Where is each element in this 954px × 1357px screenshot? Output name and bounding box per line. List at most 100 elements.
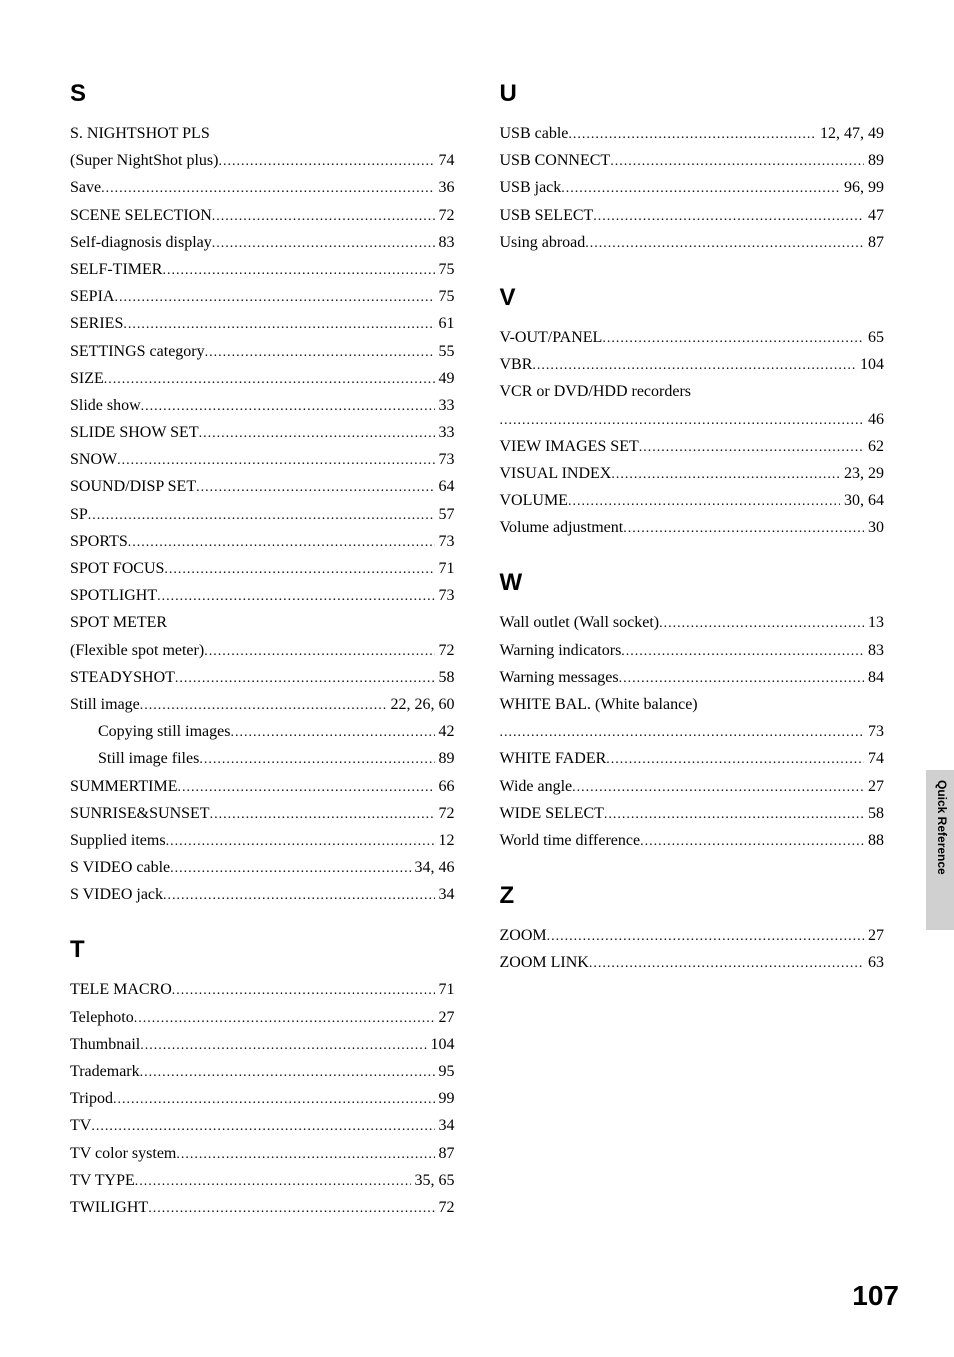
index-entry-leader <box>157 585 434 609</box>
index-entry-page: 74 <box>864 745 884 772</box>
index-entry-leader <box>621 640 864 664</box>
index-entry-label: SNOW <box>70 446 117 473</box>
index-entry: SPORTS73 <box>70 528 455 555</box>
index-entry: SERIES61 <box>70 310 455 337</box>
index-entry: TV34 <box>70 1112 455 1139</box>
index-columns: SS. NIGHTSHOT PLS(Super NightShot plus)7… <box>70 80 884 1221</box>
index-entry-page: 75 <box>435 256 455 283</box>
index-entry: USB jack96, 99 <box>500 174 885 201</box>
index-entry: TV TYPE35, 65 <box>70 1167 455 1194</box>
index-entry-leader <box>176 1143 434 1167</box>
index-entry-page: 33 <box>435 392 455 419</box>
index-entry-leader <box>639 436 864 460</box>
index-entry: Still image22, 26, 60 <box>70 691 455 718</box>
index-entry: Save36 <box>70 174 455 201</box>
index-entry-leader <box>141 395 435 419</box>
index-entry-label: SERIES <box>70 310 123 337</box>
index-entry-leader <box>230 721 434 745</box>
index-entry: Telephoto27 <box>70 1004 455 1031</box>
index-entry-page: 46 <box>864 406 884 433</box>
index-entry-label: WIDE SELECT <box>500 800 604 827</box>
index-entry-page: 47 <box>864 202 884 229</box>
index-entry-page: 89 <box>864 147 884 174</box>
index-entry: Warning messages84 <box>500 664 885 691</box>
index-entry: Still image files89 <box>70 745 455 772</box>
index-entry-label: SPOTLIGHT <box>70 582 157 609</box>
index-entry: Using abroad87 <box>500 229 885 256</box>
index-entry: STEADYSHOT58 <box>70 664 455 691</box>
index-section-heading: W <box>500 569 885 597</box>
index-section-heading: U <box>500 80 885 108</box>
index-entry-page: 87 <box>435 1140 455 1167</box>
index-entry: SEPIA75 <box>70 283 455 310</box>
index-entry-leader <box>204 640 434 664</box>
index-entry: TWILIGHT 72 <box>70 1194 455 1221</box>
index-entry-label: Copying still images <box>98 718 230 745</box>
index-entry-label: Self-diagnosis display <box>70 229 212 256</box>
index-entry-label: TWILIGHT <box>70 1194 148 1221</box>
index-entry-page: 33 <box>435 419 455 446</box>
index-entry-page: 87 <box>864 229 884 256</box>
index-entry-label: Wide angle <box>500 773 573 800</box>
index-entry-leader <box>140 694 387 718</box>
index-entry: Tripod99 <box>70 1085 455 1112</box>
index-entry-label: ZOOM <box>500 922 547 949</box>
index-entry: Slide show33 <box>70 392 455 419</box>
index-entry-page: 23, 29 <box>840 460 884 487</box>
index-entry-label: TELE MACRO <box>70 976 172 1003</box>
index-entry-page: 83 <box>435 229 455 256</box>
index-entry-label: SCENE SELECTION <box>70 202 212 229</box>
index-entry-page: 34 <box>435 881 455 908</box>
index-entry-continuation: (Super NightShot plus) <box>70 147 218 174</box>
index-entry-leader <box>500 721 865 745</box>
index-entry-page: 72 <box>435 1194 455 1221</box>
index-entry-leader <box>164 558 434 582</box>
index-entry-page: 71 <box>435 976 455 1003</box>
index-entry-page: 62 <box>864 433 884 460</box>
index-entry-leader <box>162 259 434 283</box>
index-entry-label: USB cable <box>500 120 569 147</box>
index-column-right: UUSB cable12, 47, 49USB CONNECT89USB jac… <box>500 80 885 1221</box>
index-entry-page: 13 <box>864 609 884 636</box>
index-entry-label: Thumbnail <box>70 1031 140 1058</box>
index-entry-leader <box>210 803 435 827</box>
index-entry: (Super NightShot plus)74 <box>70 147 455 174</box>
index-entry-label: SLIDE SHOW SET <box>70 419 199 446</box>
index-entry-label: SPORTS <box>70 528 128 555</box>
index-entry-leader <box>532 354 856 378</box>
index-entry-page: 99 <box>435 1085 455 1112</box>
index-entry-label: USB jack <box>500 174 562 201</box>
index-entry-leader <box>500 409 865 433</box>
index-entry-label: Warning messages <box>500 664 619 691</box>
index-entry-leader <box>172 979 435 1003</box>
index-entry-page: 55 <box>435 338 455 365</box>
index-entry-page: 57 <box>435 501 455 528</box>
index-entry-leader <box>101 177 434 201</box>
index-entry-leader <box>134 1007 435 1031</box>
index-entry: 73 <box>500 718 885 745</box>
index-entry: ZOOM27 <box>500 922 885 949</box>
index-entry-leader <box>135 1170 411 1194</box>
index-entry-leader <box>205 341 435 365</box>
index-entry-leader <box>604 803 864 827</box>
index-entry-page: 12, 47, 49 <box>816 120 884 147</box>
index-entry: 46 <box>500 406 885 433</box>
index-entry-label: SUMMERTIME <box>70 773 178 800</box>
index-entry: Thumbnail104 <box>70 1031 455 1058</box>
index-entry-leader <box>175 667 435 691</box>
index-entry-label: SETTINGS category <box>70 338 205 365</box>
index-entry-label: WHITE BAL. (White balance) <box>500 691 885 718</box>
index-section-heading: Z <box>500 882 885 910</box>
index-entry-page: 35, 65 <box>411 1167 455 1194</box>
index-entry: Copying still images42 <box>70 718 455 745</box>
index-entry-label: SELF-TIMER <box>70 256 162 283</box>
index-entry-leader <box>640 830 864 854</box>
index-entry-leader <box>163 884 434 908</box>
index-entry-leader <box>610 150 864 174</box>
index-entry-label: VOLUME <box>500 487 568 514</box>
index-entry-label: SEPIA <box>70 283 114 310</box>
index-entry-label: World time difference <box>500 827 641 854</box>
index-entry-leader <box>611 463 840 487</box>
index-entry-page: 72 <box>435 637 455 664</box>
index-entry-leader <box>117 449 434 473</box>
